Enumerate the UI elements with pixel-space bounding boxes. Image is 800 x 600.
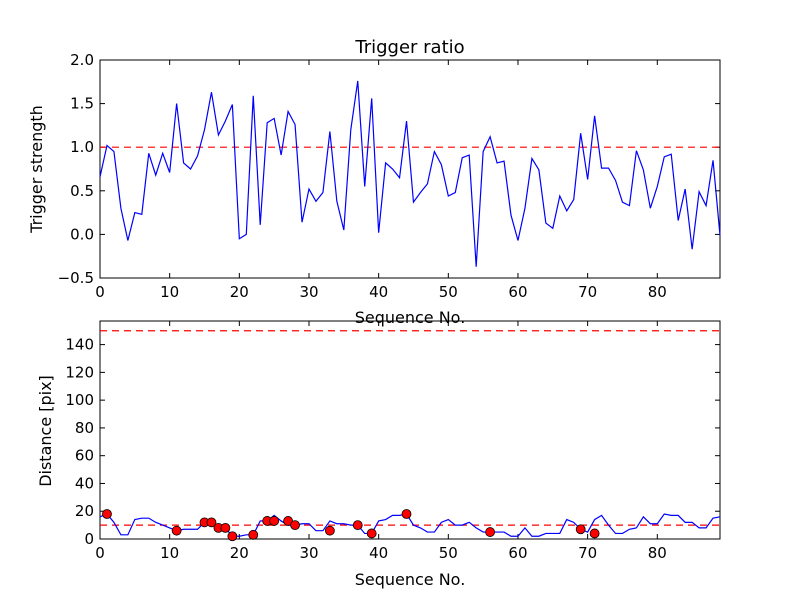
x-tick-label: 30: [299, 283, 318, 301]
x-tick-label: 40: [369, 544, 388, 562]
axes-frame: [99, 59, 721, 279]
y-tick-label: 1.0: [70, 138, 94, 156]
axes-frame: [99, 320, 721, 540]
y-tick-label: 1.5: [70, 95, 94, 113]
highlight-marker: [575, 524, 586, 535]
x-tick-label: 10: [160, 283, 179, 301]
x-tick-label: 80: [648, 283, 667, 301]
y-tick-label: 120: [65, 363, 94, 381]
highlight-marker: [366, 528, 377, 539]
highlight-marker: [485, 527, 496, 537]
x-tick-label: 40: [369, 283, 388, 301]
y-tick-label: 20: [75, 502, 94, 520]
highlight-marker: [171, 525, 182, 536]
highlight-marker: [290, 520, 300, 531]
y-tick-label: 100: [65, 391, 94, 409]
x-tick-label: 20: [230, 544, 249, 562]
y-tick-label: 60: [75, 447, 94, 465]
y-tick-label: 2.0: [70, 51, 94, 69]
x-axis-label: Sequence No.: [355, 570, 466, 589]
x-tick-label: 0: [95, 544, 105, 562]
highlight-marker: [248, 529, 259, 540]
highlight-marker: [352, 520, 363, 531]
highlight-marker: [269, 516, 280, 526]
x-tick-label: 80: [648, 544, 667, 562]
highlight-marker: [324, 525, 335, 536]
x-tick-label: 20: [230, 283, 249, 301]
distance-plot-area: 0 10 20 30 40 50 60 70 80 0 20 40 60 80 100 120 140: [65, 320, 721, 562]
y-tick-label: 80: [75, 419, 94, 437]
y-tick-label: 0.5: [70, 182, 94, 200]
x-tick-label: 60: [508, 544, 527, 562]
x-tick-label: 70: [578, 283, 597, 301]
y-tick-label: 0: [84, 530, 94, 548]
y-axis-label: Trigger strength: [27, 105, 46, 234]
y-tick-label: 140: [65, 336, 94, 354]
y-tick-label: 0.0: [70, 225, 94, 243]
highlight-marker: [220, 522, 231, 533]
highlight-marker: [206, 517, 217, 528]
trigger-plot-area: 0 10 20 30 40 50 60 70 80 −0.5 0.0 0.5 1.0 1.5 2.0: [58, 51, 721, 301]
x-tick-label: 50: [439, 544, 458, 562]
x-tick-label: 50: [439, 283, 458, 301]
y-axis-label: Distance [pix]: [36, 375, 55, 487]
x-tick-label: 10: [160, 544, 179, 562]
y-tick-label: 40: [75, 474, 94, 492]
trigger-ratio-chart: Trigger ratio Trigger strength Sequence …: [27, 37, 721, 327]
x-tick-label: 30: [299, 544, 318, 562]
data-series-line: [99, 80, 721, 267]
highlight-marker: [227, 531, 238, 542]
x-tick-label: 70: [578, 544, 597, 562]
x-axis-label: Sequence No.: [355, 308, 466, 327]
distance-chart: Distance [pix] Sequence No. 0 10 20 30 40 50 6…: [36, 320, 721, 589]
chart-title: Trigger ratio: [354, 37, 464, 58]
highlight-marker: [401, 509, 412, 519]
highlight-marker: [589, 528, 600, 539]
x-tick-label: 0: [95, 283, 105, 301]
highlight-marker: [102, 509, 112, 519]
y-tick-label: −0.5: [58, 269, 94, 287]
x-tick-label: 60: [508, 283, 527, 301]
